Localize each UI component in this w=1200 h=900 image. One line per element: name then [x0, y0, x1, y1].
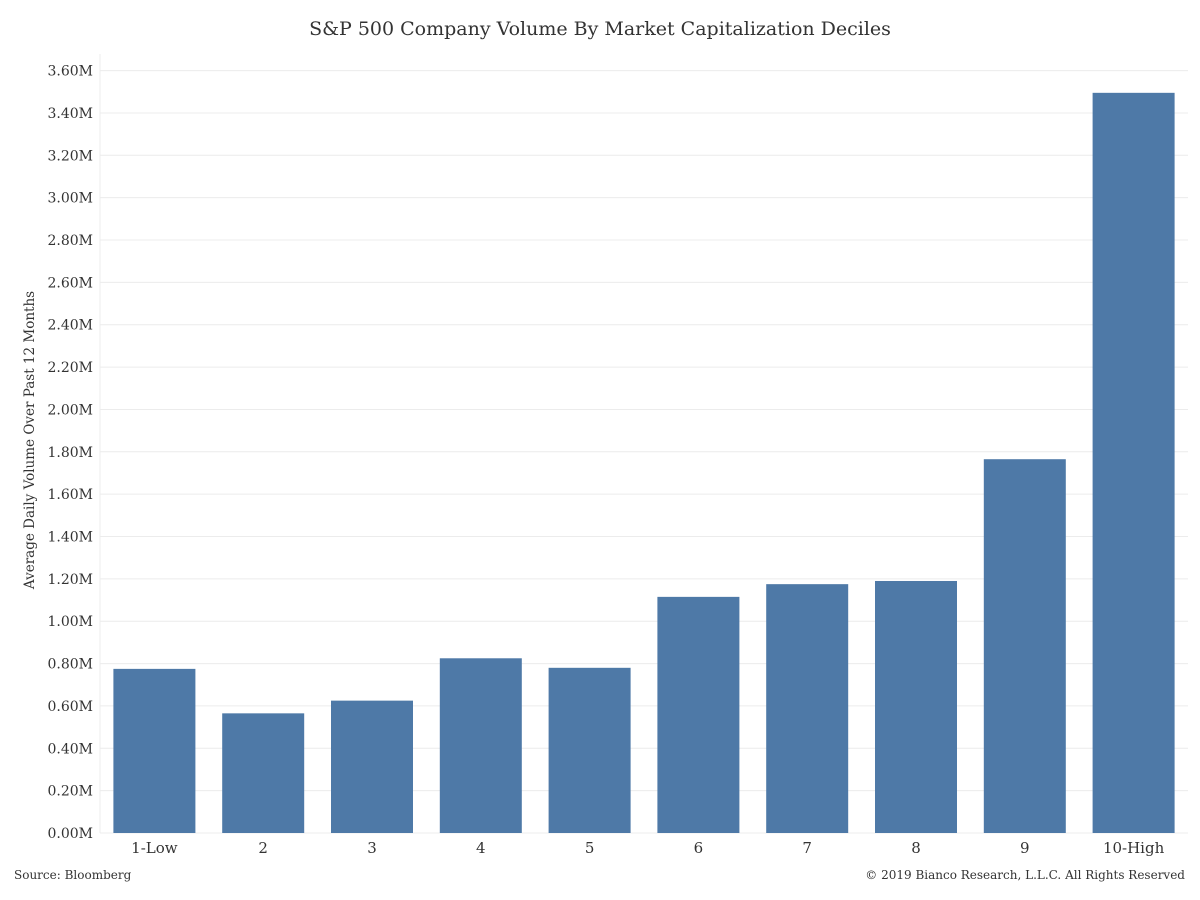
bars — [113, 92, 1175, 833]
x-tick-label: 3 — [367, 839, 377, 857]
x-tick-label: 9 — [1020, 839, 1030, 857]
bar-1-Low — [113, 668, 196, 833]
y-tick-label: 2.00M — [47, 402, 93, 418]
x-tick-label: 8 — [911, 839, 921, 857]
bar-4 — [439, 658, 522, 833]
y-tick-label: 1.80M — [47, 445, 93, 461]
x-tick-label: 2 — [258, 839, 268, 857]
y-tick-label: 3.40M — [47, 106, 93, 122]
bar-7 — [766, 584, 849, 833]
bar-10-High — [1092, 92, 1175, 833]
y-tick-label: 2.20M — [47, 360, 93, 376]
chart-title: S&P 500 Company Volume By Market Capital… — [309, 18, 891, 40]
bar-2 — [222, 713, 305, 833]
x-tick-label: 4 — [476, 839, 486, 857]
y-tick-label: 0.00M — [47, 826, 93, 842]
x-tick-label: 6 — [694, 839, 704, 857]
y-tick-label: 0.80M — [47, 657, 93, 673]
y-tick-label: 1.00M — [47, 614, 93, 630]
gridlines — [99, 54, 1188, 834]
y-tick-label: 0.60M — [47, 699, 93, 715]
source-note: Source: Bloomberg — [14, 868, 132, 882]
y-tick-label: 3.20M — [47, 148, 93, 164]
bar-3 — [331, 700, 413, 833]
y-tick-label: 2.60M — [47, 275, 93, 291]
x-tick-label: 7 — [802, 839, 812, 857]
x-tick-label: 10-High — [1103, 839, 1165, 857]
bar-8 — [875, 580, 957, 833]
x-tick-label: 5 — [585, 839, 595, 857]
x-ticks: 1-Low 2 3 4 5 6 7 8 9 10-High — [131, 839, 1164, 857]
y-tick-label: 1.20M — [47, 572, 93, 588]
bar-9 — [983, 459, 1066, 833]
copyright-note: © 2019 Bianco Research, L.L.C. All Right… — [865, 868, 1185, 882]
bar-6 — [657, 596, 740, 833]
y-tick-label: 1.40M — [47, 530, 93, 546]
y-tick-label: 3.00M — [47, 191, 93, 207]
y-ticks: 0.00M 0.20M 0.40M 0.60M 0.80M 1.00M 1.20M 1.40M… — [47, 64, 93, 842]
y-tick-label: 1.60M — [47, 487, 93, 503]
y-tick-label: 0.20M — [47, 784, 93, 800]
y-tick-label: 2.40M — [47, 318, 93, 334]
y-tick-label: 3.60M — [47, 64, 93, 80]
y-tick-label: 2.80M — [47, 233, 93, 249]
x-tick-label: 1-Low — [131, 839, 178, 857]
bar-5 — [548, 667, 631, 833]
y-tick-label: 0.40M — [47, 741, 93, 757]
